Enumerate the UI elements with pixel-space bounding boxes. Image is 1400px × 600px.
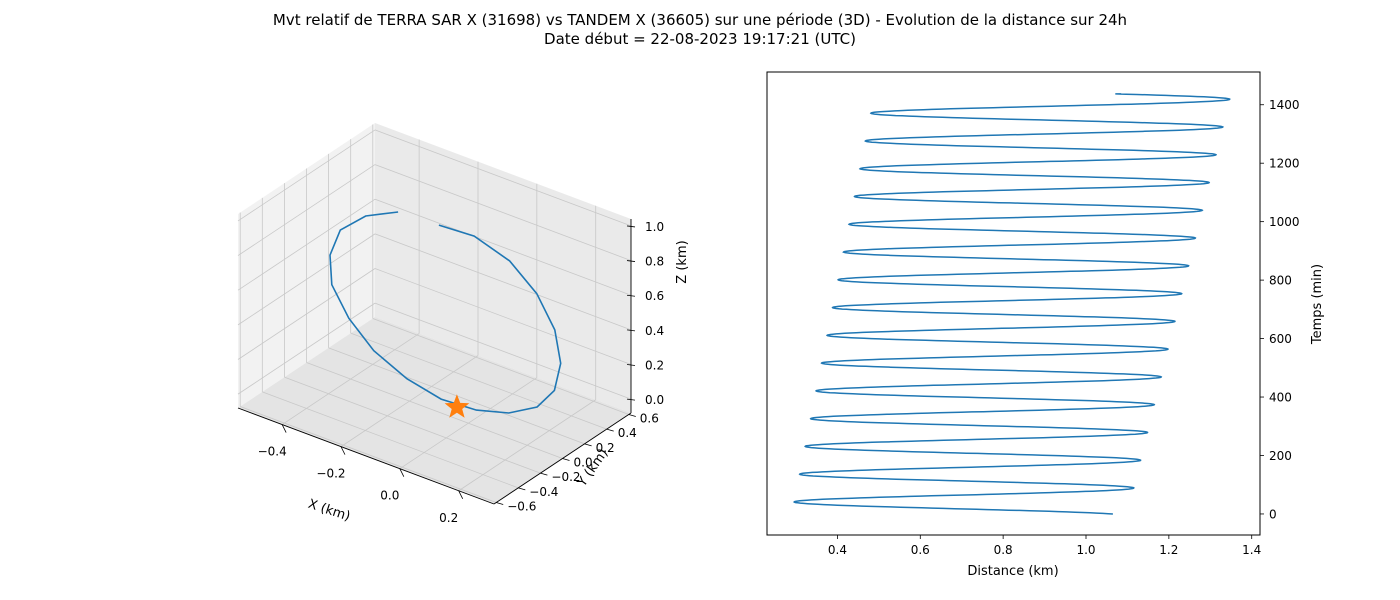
y-tick xyxy=(606,428,614,432)
x-axis-label-distance: Distance (km) xyxy=(967,564,1058,579)
chart-title: Mvt relatif de TERRA SAR X (31698) vs TA… xyxy=(273,11,1127,29)
z-tick-label: 1.0 xyxy=(645,220,664,234)
z-axis-label: Z (km) xyxy=(675,240,690,283)
y-tick-label: 600 xyxy=(1269,332,1292,346)
x-tick-label: 1.4 xyxy=(1242,543,1261,557)
series-distance xyxy=(792,93,1231,515)
z-tick xyxy=(626,260,636,262)
z-tick xyxy=(626,294,636,297)
series-relative-orbit xyxy=(329,211,562,414)
y-tick-label: 1000 xyxy=(1269,215,1300,229)
y-ticks: 0 200 400 600 800 1000 1200 1400 xyxy=(1260,98,1300,521)
grid-line-y xyxy=(262,391,519,489)
x-tick xyxy=(281,424,287,433)
y-tick-label: 0.6 xyxy=(640,411,659,425)
y-tick-label: 400 xyxy=(1269,391,1292,405)
x-axis-line xyxy=(237,407,495,505)
y-tick-label: 800 xyxy=(1269,274,1292,288)
grid-line-y xyxy=(284,376,541,474)
grid-line-z xyxy=(374,268,632,365)
grid-line-z xyxy=(374,164,632,261)
x-tick xyxy=(458,490,464,499)
y-tick-label: 1400 xyxy=(1269,98,1300,112)
y-tick-label: 0.4 xyxy=(618,426,637,440)
axes-3d: −0.4−0.20.00.2−0.6−0.4−0.20.00.20.40.60.… xyxy=(237,219,664,525)
z-tick-label: 0.0 xyxy=(645,393,664,407)
plot-3d-relative-motion: −0.4−0.20.00.2−0.6−0.4−0.20.00.20.40.60.… xyxy=(237,123,690,525)
x-axis-label: X (km) xyxy=(306,497,352,525)
z-tick xyxy=(626,329,636,332)
x-tick-label: 0.0 xyxy=(380,489,399,503)
x-tick-label: −0.2 xyxy=(316,467,345,481)
x-tick-label: 1.2 xyxy=(1159,543,1178,557)
grid-line-z xyxy=(237,129,376,222)
grid-line-z xyxy=(374,198,632,296)
grid-3d xyxy=(237,124,632,503)
x-tick-label: 0.6 xyxy=(911,543,930,557)
x-tick-label: 1.0 xyxy=(1076,543,1095,557)
x-tick-label: 0.4 xyxy=(828,543,847,557)
grid-line-z xyxy=(374,233,632,331)
grid-line-z xyxy=(237,164,376,256)
x-tick xyxy=(340,446,346,455)
y-tick-label: 1200 xyxy=(1269,157,1300,171)
z-tick xyxy=(626,364,636,366)
z-tick-label: 0.2 xyxy=(645,359,664,373)
x-tick-label: 0.2 xyxy=(439,511,458,525)
x-ticks: 0.4 0.6 0.8 1.0 1.2 1.4 xyxy=(828,535,1261,557)
x-tick xyxy=(399,468,405,477)
y-tick xyxy=(540,472,548,476)
grid-line-y xyxy=(240,406,497,503)
y-tick xyxy=(496,502,504,505)
z-tick-label: 0.8 xyxy=(645,255,664,269)
grid-line-z xyxy=(237,302,376,395)
y-tick-label: 200 xyxy=(1269,449,1292,463)
grid-line-y xyxy=(306,362,563,459)
z-tick-label: 0.4 xyxy=(645,324,664,338)
y-tick-label: 0 xyxy=(1269,507,1277,521)
grid-line-y xyxy=(350,332,607,430)
grid-line-z xyxy=(374,129,632,227)
z-tick xyxy=(626,225,636,228)
plot-frame xyxy=(766,71,1261,536)
y-axis-label-time: Temps (min) xyxy=(1310,264,1325,345)
chart-subtitle: Date début = 22-08-2023 19:17:21 (UTC) xyxy=(544,30,856,48)
y-tick-label: 0.2 xyxy=(596,441,615,455)
y-tick-label: −0.4 xyxy=(529,485,558,499)
z-tick-label: 0.6 xyxy=(645,289,664,303)
y-tick-label: 0.0 xyxy=(574,456,593,470)
y-tick xyxy=(562,458,570,461)
plot-2d-distance: 0.4 0.6 0.8 1.0 1.2 1.4 0 200 400 600 800 1000 1200… xyxy=(766,71,1325,579)
grid-line-z xyxy=(237,198,376,291)
y-tick-label: −0.2 xyxy=(551,470,580,484)
grid-line-z xyxy=(237,268,376,360)
y-tick xyxy=(584,443,592,447)
star-marker xyxy=(444,394,470,418)
y-tick xyxy=(518,487,526,491)
grid-line-z xyxy=(237,233,376,326)
z-tick xyxy=(626,398,636,401)
x-tick-label: 0.8 xyxy=(994,543,1013,557)
grid-line-y xyxy=(372,318,629,415)
y-tick xyxy=(628,414,636,417)
grid-line-z xyxy=(374,302,632,400)
x-tick-label: −0.4 xyxy=(258,445,287,459)
y-tick-label: −0.6 xyxy=(507,500,536,514)
